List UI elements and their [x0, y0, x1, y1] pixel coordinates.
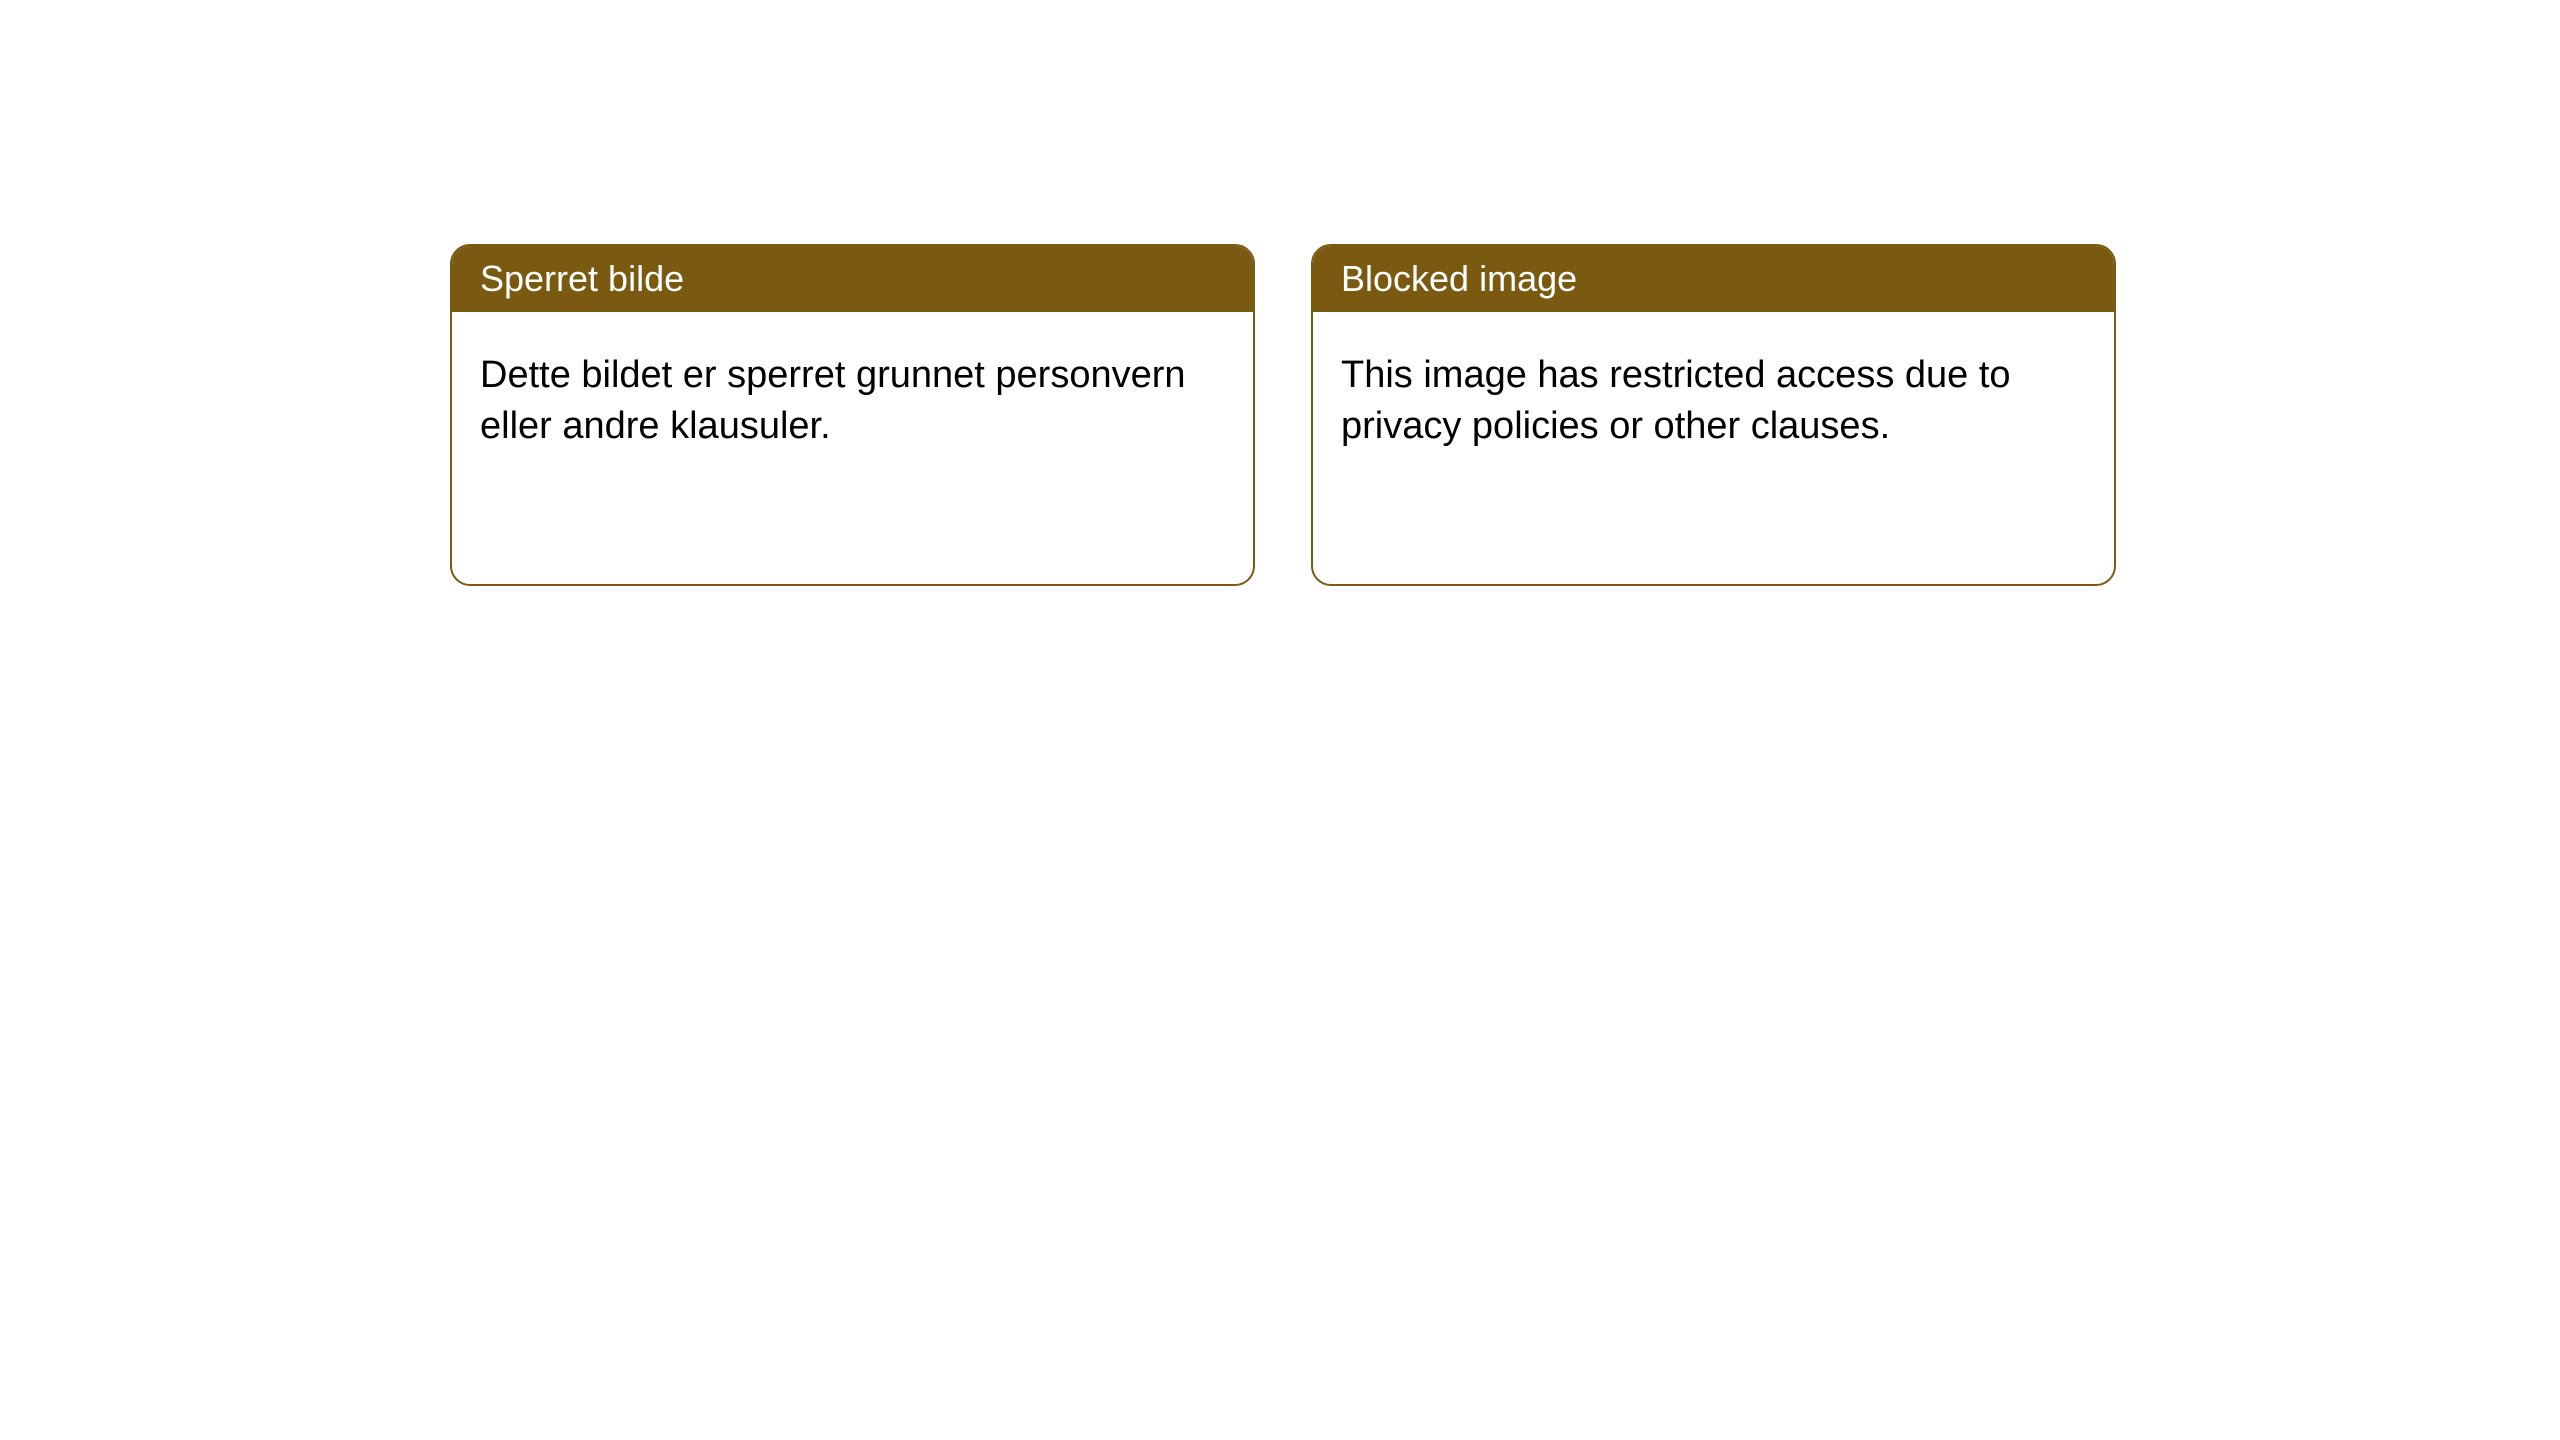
notice-body: This image has restricted access due to …: [1313, 312, 2114, 584]
notice-box-norwegian: Sperret bilde Dette bildet er sperret gr…: [450, 244, 1255, 586]
notice-body-text: Dette bildet er sperret grunnet personve…: [480, 354, 1186, 447]
notice-body: Dette bildet er sperret grunnet personve…: [452, 312, 1253, 584]
notice-title: Blocked image: [1341, 258, 1577, 299]
notice-box-english: Blocked image This image has restricted …: [1311, 244, 2116, 586]
notice-body-text: This image has restricted access due to …: [1341, 354, 2011, 447]
notice-header: Blocked image: [1313, 246, 2114, 312]
notice-header: Sperret bilde: [452, 246, 1253, 312]
notice-title: Sperret bilde: [480, 258, 684, 299]
notice-container: Sperret bilde Dette bildet er sperret gr…: [0, 0, 2560, 586]
